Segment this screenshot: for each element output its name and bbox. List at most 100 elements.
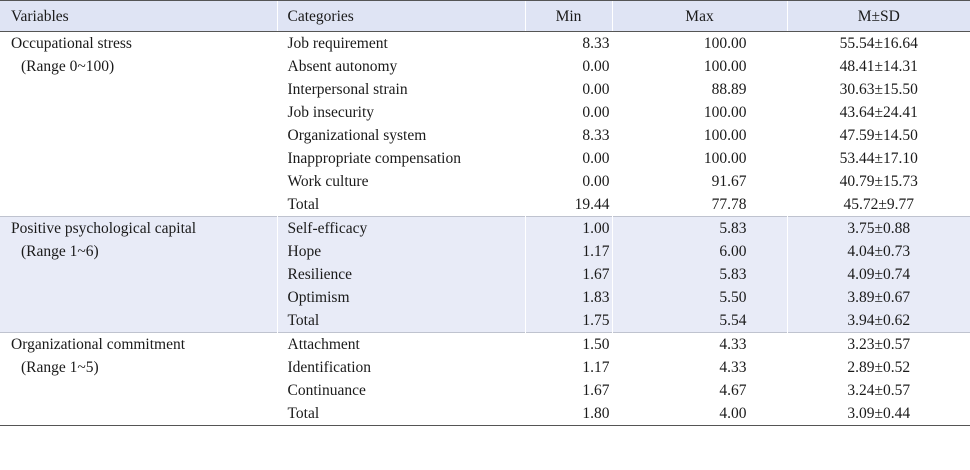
min-cell: 0.00	[524, 147, 612, 170]
variable-cell-empty	[0, 286, 277, 309]
max-cell: 5.83	[611, 263, 787, 286]
msd-cell: 3.89±0.67	[786, 286, 970, 309]
msd-cell: 48.41±14.31	[786, 55, 970, 78]
category-cell: Optimism	[276, 286, 525, 309]
variable-group: Organizational commitment Attachment 1.50 4…	[0, 332, 970, 426]
category-cell: Identification	[276, 356, 525, 379]
min-cell: 0.00	[524, 101, 612, 124]
min-cell: 1.00	[524, 216, 612, 240]
min-cell: 1.80	[524, 402, 612, 426]
msd-cell: 40.79±15.73	[786, 170, 970, 193]
table-row: Work culture 0.00 91.67 40.79±15.73	[0, 170, 970, 193]
msd-cell: 2.89±0.52	[786, 356, 970, 379]
msd-cell: 43.64±24.41	[786, 101, 970, 124]
table-row: Interpersonal strain 0.00 88.89 30.63±15.50	[0, 78, 970, 101]
category-cell: Hope	[276, 240, 525, 263]
category-cell: Self-efficacy	[276, 216, 525, 240]
header-categories: Categories	[276, 0, 525, 32]
range-label: (Range 0~100)	[21, 58, 115, 75]
table-row: Resilience 1.67 5.83 4.09±0.74	[0, 263, 970, 286]
min-cell: 19.44	[524, 193, 612, 217]
category-cell: Job requirement	[276, 31, 525, 55]
msd-cell: 47.59±14.50	[786, 124, 970, 147]
max-cell: 100.00	[611, 124, 787, 147]
header-variables: Variables	[0, 0, 277, 32]
variable-cell-empty	[0, 147, 277, 170]
msd-cell: 4.04±0.73	[786, 240, 970, 263]
range-label: (Range 1~6)	[21, 243, 99, 260]
max-cell: 88.89	[611, 78, 787, 101]
table-row: Organizational system 8.33 100.00 47.59±14.…	[0, 124, 970, 147]
table-row: (Range 0~100) Absent autonomy 0.00 100.00 48…	[0, 55, 970, 78]
variable-cell-empty	[0, 309, 277, 333]
table-row: Total 19.44 77.78 45.72±9.77	[0, 193, 970, 217]
max-cell: 4.33	[611, 356, 787, 379]
min-cell: 1.67	[524, 263, 612, 286]
max-cell: 4.67	[611, 379, 787, 402]
variable-name: Organizational commitment	[11, 336, 186, 353]
table-header: Variables Categories Min Max M±SD	[0, 0, 970, 32]
category-cell: Interpersonal strain	[276, 78, 525, 101]
header-min: Min	[524, 0, 612, 32]
table-row: (Range 1~5) Identification 1.17 4.33 2.89±0.…	[0, 356, 970, 379]
variable-cell-empty	[0, 78, 277, 101]
table-row: Total 1.75 5.54 3.94±0.62	[0, 309, 970, 333]
variable-range: (Range 1~6)	[0, 240, 277, 263]
category-cell: Continuance	[276, 379, 525, 402]
variable-name: Positive psychological capital	[0, 216, 277, 240]
max-cell: 77.78	[611, 193, 787, 217]
min-cell: 1.17	[524, 356, 612, 379]
msd-cell: 3.94±0.62	[786, 309, 970, 333]
variable-cell-empty	[0, 101, 277, 124]
variable-cell-empty	[0, 263, 277, 286]
category-cell: Total	[276, 309, 525, 333]
category-cell: Total	[276, 193, 525, 217]
table-row: Occupational stress Job requirement 8.33 10…	[0, 31, 970, 55]
category-cell: Work culture	[276, 170, 525, 193]
category-cell: Resilience	[276, 263, 525, 286]
table-row: Total 1.80 4.00 3.09±0.44	[0, 402, 970, 426]
max-cell: 100.00	[611, 55, 787, 78]
min-cell: 0.00	[524, 55, 612, 78]
header-row: Variables Categories Min Max M±SD	[0, 0, 970, 32]
min-cell: 0.00	[524, 78, 612, 101]
max-cell: 5.50	[611, 286, 787, 309]
category-cell: Absent autonomy	[276, 55, 525, 78]
category-cell: Inappropriate compensation	[276, 147, 525, 170]
descriptive-statistics-table: Variables Categories Min Max M±SD Occupa…	[0, 0, 970, 426]
category-cell: Job insecurity	[276, 101, 525, 124]
max-cell: 6.00	[611, 240, 787, 263]
table-row: (Range 1~6) Hope 1.17 6.00 4.04±0.73	[0, 240, 970, 263]
min-cell: 1.83	[524, 286, 612, 309]
category-cell: Attachment	[276, 332, 525, 356]
min-cell: 1.50	[524, 332, 612, 356]
msd-cell: 53.44±17.10	[786, 147, 970, 170]
max-cell: 100.00	[611, 101, 787, 124]
variable-name: Occupational stress	[11, 35, 132, 52]
variable-group: Occupational stress Job requirement 8.33 10…	[0, 31, 970, 217]
max-cell: 4.33	[611, 332, 787, 356]
min-cell: 8.33	[524, 124, 612, 147]
msd-cell: 3.09±0.44	[786, 402, 970, 426]
variable-cell-empty	[0, 124, 277, 147]
msd-cell: 4.09±0.74	[786, 263, 970, 286]
max-cell: 4.00	[611, 402, 787, 426]
header-max: Max	[611, 0, 787, 32]
max-cell: 100.00	[611, 31, 787, 55]
msd-cell: 3.75±0.88	[786, 216, 970, 240]
max-cell: 5.83	[611, 216, 787, 240]
category-cell: Organizational system	[276, 124, 525, 147]
variable-group: Positive psychological capital Self-effic…	[0, 216, 970, 333]
variable-cell-empty	[0, 402, 277, 426]
min-cell: 0.00	[524, 170, 612, 193]
header-msd: M±SD	[786, 0, 970, 32]
max-cell: 91.67	[611, 170, 787, 193]
table-row: Positive psychological capital Self-effic…	[0, 216, 970, 240]
variable-range: (Range 0~100)	[0, 55, 277, 78]
variable-cell-empty	[0, 170, 277, 193]
min-cell: 1.17	[524, 240, 612, 263]
min-cell: 8.33	[524, 31, 612, 55]
table-row: Organizational commitment Attachment 1.50 4…	[0, 332, 970, 356]
msd-cell: 55.54±16.64	[786, 31, 970, 55]
min-cell: 1.75	[524, 309, 612, 333]
